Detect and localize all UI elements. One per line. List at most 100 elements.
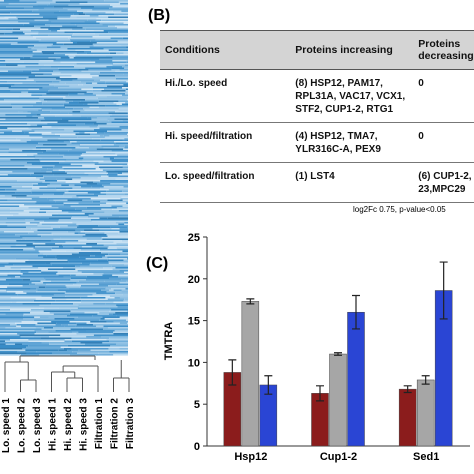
heatmap-cell (0, 169, 42, 172)
heatmap-cell (70, 15, 90, 17)
heatmap-cell (107, 298, 125, 301)
heatmap-cell (61, 184, 69, 187)
heatmap-cell (0, 48, 32, 50)
heatmap-cell (0, 348, 23, 350)
heatmap-cell (34, 333, 77, 335)
heatmap-cell (107, 235, 128, 238)
heatmap-cell (0, 283, 9, 286)
heatmap-cell (121, 279, 128, 281)
heatmap-cell (98, 354, 114, 356)
heatmap-cell (110, 226, 128, 229)
heatmap-cell (0, 328, 42, 331)
heatmap-cell (50, 66, 75, 68)
heatmap-cell (22, 303, 52, 305)
heatmap-cell (25, 66, 51, 68)
heatmap-cell (0, 43, 11, 46)
heatmap-cell (0, 292, 16, 295)
heatmap-cell (0, 276, 16, 278)
heatmap-cell (124, 67, 128, 70)
heatmap-cell (85, 343, 117, 346)
heatmap-cell (111, 288, 126, 290)
heatmap-cell (104, 232, 119, 235)
heatmap-cell (62, 166, 95, 169)
heatmap-cell (57, 271, 82, 274)
heatmap-cell (0, 213, 19, 215)
heatmap-cell (26, 292, 65, 295)
heatmap-cell (55, 300, 82, 302)
heatmap-cell (72, 28, 86, 31)
heatmap-cell (38, 286, 46, 289)
heatmap-cell (23, 313, 54, 316)
heatmap-cell (5, 279, 23, 281)
heatmap-cell (70, 22, 100, 25)
heatmap-cell (122, 139, 128, 142)
heatmap-cell (58, 219, 91, 221)
heatmap-cell (39, 178, 57, 181)
heatmap-cell (72, 100, 81, 103)
heatmap-cell (98, 15, 103, 17)
heatmap-cell (109, 289, 114, 292)
heatmap-cell (63, 7, 81, 10)
heatmap-cell (0, 34, 31, 37)
x-tick-label: Sed1 (413, 451, 439, 463)
heatmap-cell (101, 237, 128, 239)
heatmap-cell (0, 178, 40, 181)
heatmap-cell (90, 198, 121, 200)
heatmap-cell (110, 4, 128, 7)
heatmap-cell (0, 247, 34, 250)
heatmap-cell (106, 321, 114, 323)
heatmap-cell (52, 169, 59, 172)
heatmap-cell (108, 313, 113, 316)
heatmap-cell (0, 241, 35, 244)
heatmap-cell (14, 343, 23, 346)
heatmap-cell (0, 256, 44, 259)
heatmap-cell (90, 262, 109, 265)
heatmap-cell (96, 21, 128, 23)
heatmap-cell (75, 24, 103, 26)
heatmap-cell (0, 174, 8, 176)
heatmap-cell (63, 156, 104, 158)
heatmap-cell (121, 10, 128, 13)
heatmap-cell (0, 96, 19, 98)
heatmap-cell (101, 208, 113, 211)
heatmap-cell (4, 99, 39, 101)
heatmap-cell (48, 57, 61, 59)
heatmap-cell (0, 231, 5, 233)
heatmap-cell (52, 234, 86, 236)
heatmap-cell (109, 351, 128, 353)
heatmap-cell (0, 234, 16, 236)
heatmap-cell (52, 81, 60, 83)
heatmap-cell (82, 84, 124, 86)
header-row: Conditions Proteins increasing Proteins de… (160, 30, 474, 70)
heatmap-cell (83, 12, 106, 14)
heatmap-cell (100, 201, 128, 203)
heatmap-cell (112, 208, 128, 211)
heatmap-cell (86, 52, 110, 55)
y-tick-label: 15 (188, 316, 200, 328)
heatmap-cell (24, 7, 45, 10)
heatmap-cell (0, 66, 26, 68)
heatmap-cell (69, 354, 99, 356)
heatmap-cell (80, 100, 99, 103)
heatmap-cell (90, 73, 124, 76)
heatmap-cell (0, 28, 6, 31)
heatmap-cell (0, 135, 30, 137)
heatmap-cell (118, 109, 128, 112)
heatmap-cell (68, 55, 76, 58)
heatmap-cell (115, 153, 128, 155)
heatmap-cell (0, 82, 23, 85)
heatmap-cell (46, 255, 57, 257)
heatmap-cell (76, 223, 119, 226)
heatmap-cell (99, 166, 123, 169)
heatmap-cell (40, 216, 73, 218)
heatmap-cell (108, 49, 128, 52)
heatmap-cell (81, 246, 92, 248)
heatmap-cell (64, 129, 95, 131)
heatmap-cell (22, 82, 66, 85)
heatmap-cell (98, 241, 114, 244)
heatmap-cell (30, 112, 69, 115)
heatmap-cell (35, 147, 76, 149)
heatmap-cell (98, 195, 128, 197)
heatmap-cell (80, 297, 106, 299)
heatmap-cell (60, 334, 94, 337)
